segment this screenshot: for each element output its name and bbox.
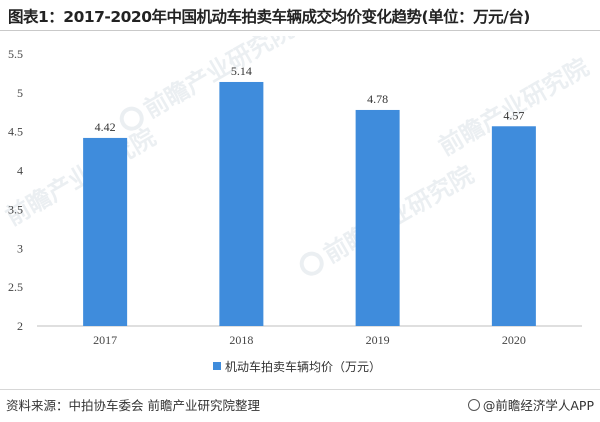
y-tick-label: 2.5: [8, 280, 23, 294]
data-label: 4.42: [95, 120, 116, 134]
y-tick-label: 2: [17, 319, 23, 333]
watermark-text: 前瞻产业研究院: [139, 36, 298, 124]
bar-chart: 前瞻产业研究院 前瞻产业研究院 前瞻产业研究院 前瞻产业研究院 22.533.5…: [1, 36, 593, 374]
y-tick-label: 5.5: [8, 47, 23, 61]
watermark-text: 前瞻产业研究院: [1, 123, 160, 231]
watermark-logo-icon: [119, 106, 144, 131]
y-tick-label: 3: [17, 241, 23, 255]
x-axis: 2017 2018 2019 2020: [93, 333, 526, 347]
bars: 4.42 5.14 4.78 4.57: [83, 64, 536, 326]
chart-title: 图表1：2017-2020年中国机动车拍卖车辆成交均价变化趋势(单位：万元/台): [8, 8, 530, 26]
legend-label: 机动车拍卖车辆均价（万元）: [225, 359, 381, 374]
data-label: 4.57: [503, 108, 524, 122]
data-label: 5.14: [231, 64, 252, 78]
watermark-logo-icon: [299, 251, 324, 276]
y-tick-label: 5: [17, 86, 23, 100]
bar-2018: [219, 81, 264, 326]
brand-credit: @前瞻经济学人APP: [467, 395, 594, 414]
bar-2017: [83, 137, 128, 326]
brand-logo-icon: [467, 399, 480, 411]
x-tick-label: 2019: [366, 333, 390, 347]
x-tick-label: 2020: [502, 333, 526, 347]
brand-text: @前瞻经济学人APP: [482, 398, 594, 413]
legend-swatch: [213, 362, 221, 370]
footer-divider: [0, 389, 600, 390]
bar-2019: [355, 109, 400, 326]
y-tick-label: 4: [17, 164, 23, 178]
bar-2020: [491, 126, 536, 326]
y-axis: 2 2.5 3 3.5 4 4.5 5 5.5: [8, 47, 23, 333]
source-note: 资料来源：中拍协车委会 前瞻产业研究院整理: [6, 398, 260, 413]
y-tick-label: 3.5: [8, 202, 23, 216]
title-divider: [0, 30, 600, 31]
x-tick-label: 2017: [93, 333, 117, 347]
x-tick-label: 2018: [229, 333, 253, 347]
legend: 机动车拍卖车辆均价（万元）: [213, 359, 381, 374]
y-tick-label: 4.5: [8, 125, 23, 139]
data-label: 4.78: [367, 92, 388, 106]
